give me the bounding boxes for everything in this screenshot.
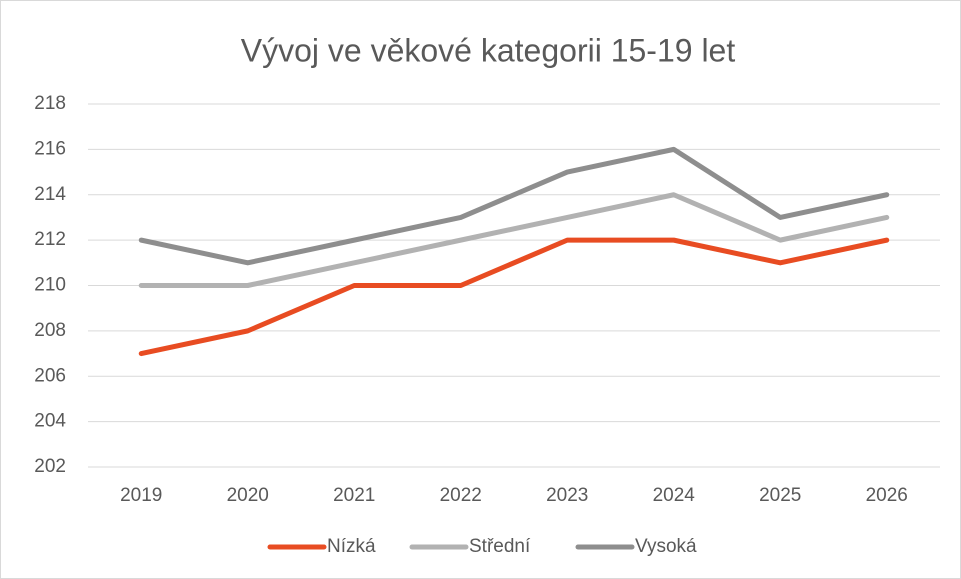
x-tick-label: 2023 bbox=[546, 485, 588, 506]
y-tick-label: 212 bbox=[34, 229, 66, 250]
y-tick-label: 210 bbox=[34, 275, 66, 296]
x-tick-label: 2019 bbox=[120, 485, 162, 506]
x-tick-label: 2021 bbox=[333, 485, 375, 506]
line-series bbox=[138, 146, 890, 266]
x-tick-label: 2024 bbox=[653, 485, 696, 506]
y-tick-label: 214 bbox=[34, 184, 66, 205]
y-tick-label: 204 bbox=[34, 411, 66, 432]
x-tick-label: 2020 bbox=[227, 485, 269, 506]
y-tick-label: 202 bbox=[34, 456, 66, 477]
legend-label: Vysoká bbox=[635, 536, 697, 557]
y-tick-label: 208 bbox=[34, 320, 66, 341]
chart-title: Vývoj ve věkové kategorii 15-19 let bbox=[241, 32, 736, 68]
x-tick-label: 2025 bbox=[759, 485, 801, 506]
legend-label: Nízká bbox=[327, 536, 376, 557]
y-tick-label: 218 bbox=[34, 93, 66, 114]
y-tick-label: 206 bbox=[34, 365, 66, 386]
x-tick-label: 2026 bbox=[866, 485, 908, 506]
line-series bbox=[138, 237, 890, 357]
line-series bbox=[138, 192, 890, 288]
legend-label: Střední bbox=[469, 536, 531, 557]
x-tick-label: 2022 bbox=[440, 485, 482, 506]
y-tick-label: 216 bbox=[34, 138, 66, 159]
